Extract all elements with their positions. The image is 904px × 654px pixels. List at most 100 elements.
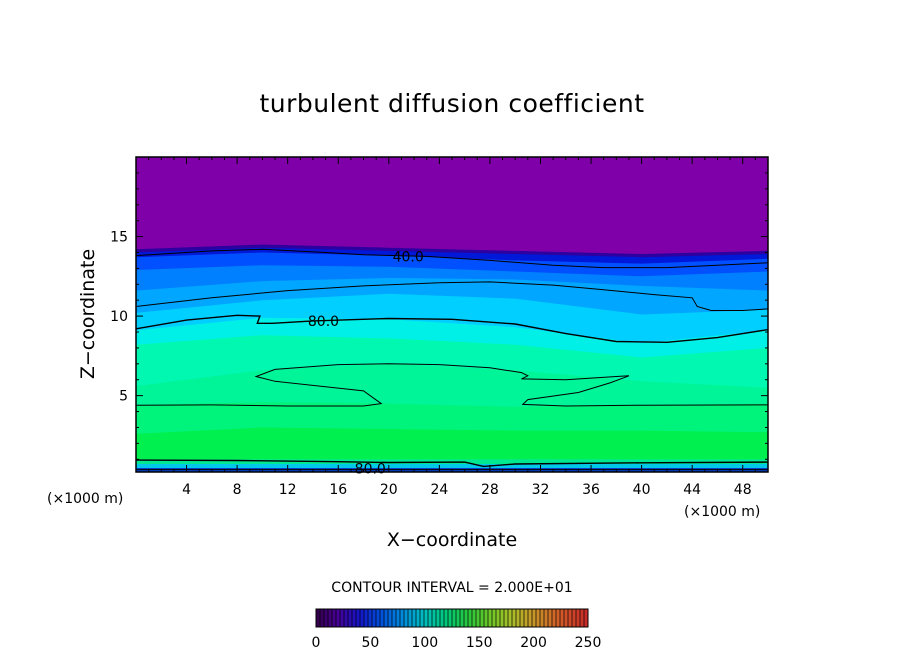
colorbar-swatch [440,609,445,627]
x-tick-label: 12 [279,482,297,498]
colorbar-tick-label: 0 [312,635,321,651]
x-tick-label: 40 [633,482,651,498]
colorbar-swatch [500,609,505,627]
contour-label-80: 80.0 [308,314,339,330]
colorbar-swatch [380,609,385,627]
colorbar-swatch [572,609,577,627]
x-axis-label: X−coordinate [387,529,517,551]
colorbar-swatch [536,609,541,627]
x-tick-label: 24 [430,482,448,498]
colorbar-tick-label: 250 [575,635,602,651]
colorbar-frame [315,608,589,628]
colorbar-swatch [540,609,545,627]
contour-label-40: 40.0 [393,249,424,265]
colorbar-tick-label: 50 [361,635,379,651]
colorbar-swatch [508,609,513,627]
contour-line-60 [136,281,768,311]
contour-label-80: 80.0 [355,462,386,478]
colorbar-swatch [352,609,357,627]
colorbar-tick-label: 200 [520,635,547,651]
chart-title: turbulent diffusion coefficient [259,89,644,118]
colorbar-swatch [496,609,501,627]
x-tick-label: 4 [182,482,191,498]
colorbar-swatch [388,609,393,627]
colorbar-swatch [476,609,481,627]
colorbar-swatch [376,609,381,627]
colorbar-swatch [344,609,349,627]
colorbar-swatch [384,609,389,627]
colorbar-tick-label: 150 [466,635,493,651]
colorbar-swatch [488,609,493,627]
colorbar-swatch [360,609,365,627]
colorbar-swatch [524,609,529,627]
colorbar-swatch [460,609,465,627]
contour-interval-label: CONTOUR INTERVAL = 2.000E+01 [331,580,572,596]
contour-line-80 [136,459,768,468]
colorbar-swatch [452,609,457,627]
colorbar-swatch [532,609,537,627]
x-tick-label: 28 [481,482,499,498]
y-tick-label: 15 [110,230,128,246]
colorbar-swatch [456,609,461,627]
colorbar-swatch [336,609,341,627]
colorbar-swatch [364,609,369,627]
colorbar-swatch [324,609,329,627]
colorbar-swatch [408,609,413,627]
colorbar-swatch [348,609,353,627]
y-tick-label: 5 [119,389,128,405]
colorbar-swatch [416,609,421,627]
colorbar-swatch [568,609,573,627]
colorbar-swatch [584,609,589,627]
x-axis-ticks: 4 8 12 16 20 24 28 32 36 40 44 48 [148,157,756,498]
colorbar-swatch [400,609,405,627]
colorbar-swatch [528,609,533,627]
colorbar-swatch [472,609,477,627]
colorbar-tick-labels: 0 50 100 150 200 250 [312,635,602,651]
contour-line-80 [136,314,768,344]
colorbar-swatch [444,609,449,627]
colorbar-swatch [340,609,345,627]
colorbar-swatch [328,609,333,627]
colorbar-tick-label: 100 [411,635,438,651]
colorbar [315,609,589,627]
colorbar-swatch [480,609,485,627]
colorbar-swatch [544,609,549,627]
colorbar-swatch [484,609,489,627]
x-unit-left: (×1000 m) [47,491,123,507]
colorbar-swatch [404,609,409,627]
colorbar-swatch [520,609,525,627]
y-tick-label: 10 [110,309,128,325]
colorbar-swatch [356,609,361,627]
colorbar-swatch [368,609,373,627]
colorbar-swatch [396,609,401,627]
colorbar-swatch [560,609,565,627]
contour-labels: 40.0 80.0 80.0 [308,249,424,478]
colorbar-swatch [316,609,321,627]
colorbar-swatch [468,609,473,627]
colorbar-swatch [504,609,509,627]
contour-line-40 [136,248,768,269]
colorbar-swatch [428,609,433,627]
y-axis-label: Z−coordinate [77,249,99,379]
x-tick-label: 44 [683,482,701,498]
x-tick-label: 48 [734,482,752,498]
colorbar-swatch [432,609,437,627]
colorbar-swatch [320,609,325,627]
x-tick-label: 32 [532,482,550,498]
x-unit-right: (×1000 m) [684,504,760,520]
y-axis-ticks: 5 10 15 [110,172,768,460]
colorbar-swatch [464,609,469,627]
colorbar-swatch [412,609,417,627]
colorbar-swatch [512,609,517,627]
contour-line-100 [136,363,768,407]
colorbar-swatch [420,609,425,627]
colorbar-swatch [372,609,377,627]
colorbar-swatch [436,609,441,627]
colorbar-swatch [556,609,561,627]
colorbar-swatch [576,609,581,627]
colorbar-swatch [392,609,397,627]
colorbar-swatch [448,609,453,627]
colorbar-swatch [580,609,585,627]
x-tick-label: 36 [582,482,600,498]
x-tick-label: 8 [233,482,242,498]
